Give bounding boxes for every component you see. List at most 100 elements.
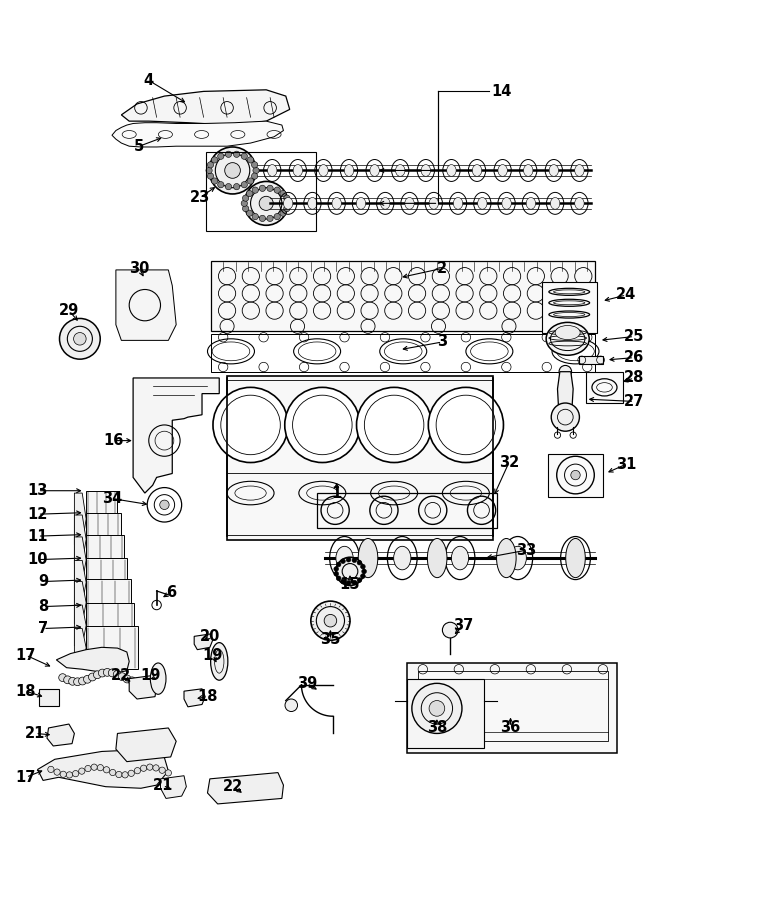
Circle shape <box>211 178 218 184</box>
Circle shape <box>91 764 97 770</box>
Circle shape <box>218 153 224 159</box>
Circle shape <box>360 574 365 579</box>
Text: 30: 30 <box>129 261 150 275</box>
Circle shape <box>114 670 121 679</box>
Bar <box>418 670 608 742</box>
Polygon shape <box>74 493 86 544</box>
Circle shape <box>103 669 111 676</box>
Ellipse shape <box>575 165 584 176</box>
Ellipse shape <box>565 538 586 578</box>
Text: 7: 7 <box>38 621 48 636</box>
Text: 19: 19 <box>203 648 223 662</box>
Ellipse shape <box>451 546 468 570</box>
Bar <box>211 334 595 372</box>
Bar <box>548 454 603 497</box>
Circle shape <box>360 564 365 569</box>
Text: 23: 23 <box>189 191 210 205</box>
Text: 39: 39 <box>297 676 317 691</box>
Bar <box>227 375 493 540</box>
Text: 22: 22 <box>111 668 132 683</box>
Ellipse shape <box>319 165 328 176</box>
Ellipse shape <box>283 197 293 209</box>
Circle shape <box>280 210 286 216</box>
Circle shape <box>253 167 259 174</box>
Circle shape <box>118 672 126 680</box>
Circle shape <box>336 557 364 586</box>
Circle shape <box>346 580 351 585</box>
Circle shape <box>160 500 169 509</box>
Circle shape <box>285 200 291 206</box>
Text: 36: 36 <box>500 720 521 734</box>
Circle shape <box>283 195 290 202</box>
Polygon shape <box>121 90 290 125</box>
Ellipse shape <box>421 165 431 176</box>
Circle shape <box>206 167 212 174</box>
Bar <box>407 679 484 748</box>
Ellipse shape <box>345 165 354 176</box>
Circle shape <box>247 157 254 163</box>
Circle shape <box>283 205 290 212</box>
Circle shape <box>244 182 288 225</box>
Bar <box>39 688 59 706</box>
Circle shape <box>334 567 338 572</box>
Ellipse shape <box>428 538 447 578</box>
Ellipse shape <box>555 326 580 339</box>
Circle shape <box>213 387 288 463</box>
Circle shape <box>341 559 345 563</box>
Ellipse shape <box>211 643 228 680</box>
Circle shape <box>252 213 258 220</box>
Polygon shape <box>129 676 157 699</box>
Circle shape <box>226 151 232 158</box>
Circle shape <box>251 162 258 168</box>
Circle shape <box>207 162 214 168</box>
Circle shape <box>362 569 366 573</box>
Text: 24: 24 <box>616 287 637 302</box>
Ellipse shape <box>429 197 438 209</box>
Polygon shape <box>161 776 186 798</box>
Bar <box>86 535 124 586</box>
Ellipse shape <box>447 165 456 176</box>
Circle shape <box>108 669 116 677</box>
Text: 14: 14 <box>491 84 511 99</box>
Circle shape <box>352 580 357 585</box>
Text: 33: 33 <box>516 543 536 558</box>
Circle shape <box>146 764 153 770</box>
Circle shape <box>159 767 165 773</box>
Ellipse shape <box>242 165 251 176</box>
Ellipse shape <box>308 197 317 209</box>
Ellipse shape <box>575 197 584 209</box>
Text: 16: 16 <box>103 433 124 448</box>
Text: 18: 18 <box>16 684 36 698</box>
Ellipse shape <box>358 538 378 578</box>
Ellipse shape <box>496 538 516 578</box>
Bar <box>86 580 131 626</box>
Text: 3: 3 <box>438 335 447 349</box>
Text: 5: 5 <box>134 139 145 154</box>
Circle shape <box>324 615 337 627</box>
Circle shape <box>267 185 273 192</box>
Circle shape <box>334 572 338 576</box>
Polygon shape <box>56 647 129 673</box>
Circle shape <box>128 770 135 777</box>
Circle shape <box>357 578 362 582</box>
Polygon shape <box>74 515 86 563</box>
Circle shape <box>336 562 341 567</box>
Polygon shape <box>74 628 86 667</box>
Ellipse shape <box>478 197 487 209</box>
Circle shape <box>63 676 71 684</box>
Circle shape <box>110 770 116 776</box>
Circle shape <box>356 387 431 463</box>
Text: 26: 26 <box>624 350 644 365</box>
Text: 38: 38 <box>427 720 447 734</box>
Circle shape <box>84 675 92 683</box>
Circle shape <box>78 677 86 685</box>
Circle shape <box>225 163 240 178</box>
Circle shape <box>233 184 240 190</box>
Circle shape <box>274 213 280 220</box>
Bar <box>579 356 603 364</box>
Circle shape <box>67 772 73 778</box>
Circle shape <box>140 765 146 771</box>
Circle shape <box>123 675 131 683</box>
Polygon shape <box>74 561 86 604</box>
Circle shape <box>442 622 458 638</box>
